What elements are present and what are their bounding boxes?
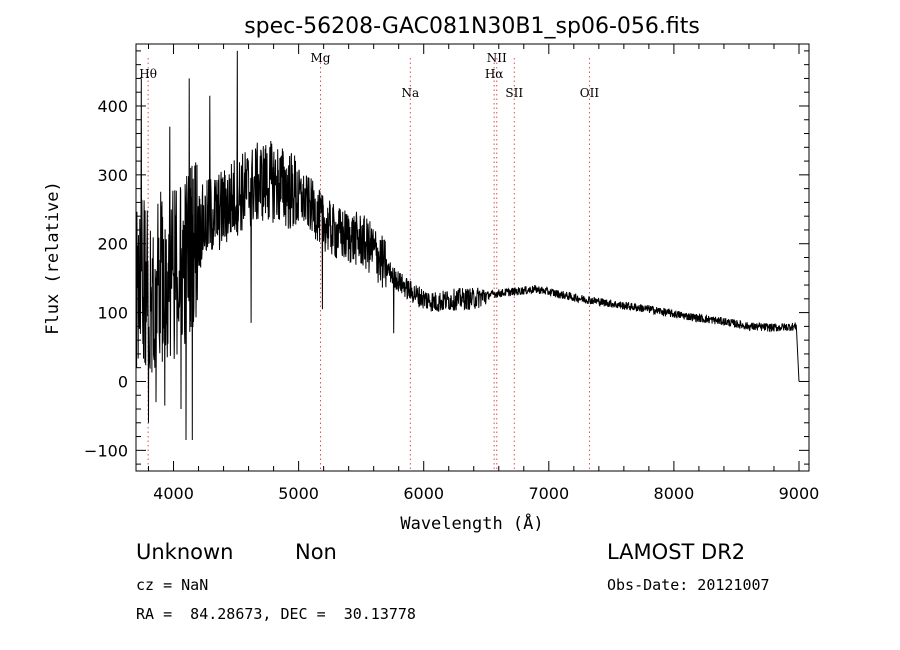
x-tick-label: 7000 [528,484,569,503]
observation-date: Obs-Date: 20121007 [607,576,770,594]
emission-line-label: NII [487,51,507,65]
emission-line-label: Na [402,86,420,100]
y-tick-label: 200 [97,235,128,254]
emission-line-label: Mg [311,51,331,65]
y-tick-label: 400 [97,97,128,116]
emission-line-label: SII [505,86,523,100]
spectrum-line [135,50,800,441]
x-tick-label: 5000 [278,484,319,503]
y-tick-label: −100 [84,441,128,460]
emission-line-label: Hα [485,67,504,81]
x-tick-label: 9000 [779,484,820,503]
y-axis: −100 0 100 200 300 400 [84,50,809,465]
x-axis: 4000 5000 6000 7000 8000 9000 [148,44,820,503]
redshift-value: cz = NaN [136,576,209,594]
y-tick-label: 0 [118,372,128,391]
object-subclass: Non [295,540,337,564]
chart-title: spec-56208-GAC081N30B1_sp06-056.fits [244,14,700,39]
spectrum-series [135,50,800,441]
object-class: Unknown [136,540,234,564]
survey-name: LAMOST DR2 [607,540,746,564]
x-tick-label: 4000 [153,484,194,503]
coordinates: RA = 84.28673, DEC = 30.13778 [136,605,416,623]
emission-line-label: OII [580,86,600,100]
x-axis-label: Wavelength (Å) [400,512,543,534]
x-tick-label: 8000 [654,484,695,503]
y-tick-label: 300 [97,166,128,185]
y-tick-label: 100 [97,304,128,323]
y-axis-label: Flux (relative) [43,181,63,335]
x-tick-label: 6000 [403,484,444,503]
emission-line-label: Hθ [139,67,157,81]
